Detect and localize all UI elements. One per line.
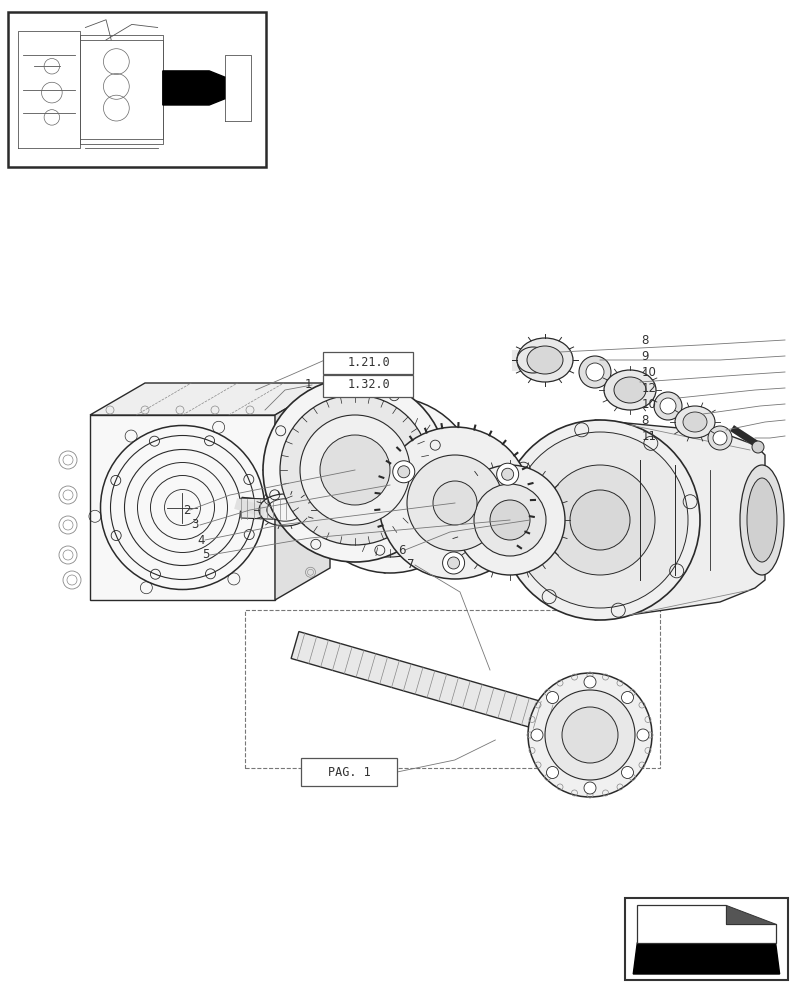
Circle shape — [653, 392, 681, 420]
Circle shape — [501, 468, 513, 480]
Ellipse shape — [603, 370, 655, 410]
Text: 8: 8 — [641, 334, 648, 347]
Ellipse shape — [569, 490, 629, 550]
Text: 4: 4 — [197, 534, 204, 546]
Ellipse shape — [527, 673, 651, 797]
Circle shape — [751, 441, 763, 453]
Circle shape — [659, 398, 676, 414]
Text: PAG. 1: PAG. 1 — [328, 766, 370, 778]
Circle shape — [712, 431, 726, 445]
Ellipse shape — [682, 412, 706, 432]
Polygon shape — [725, 905, 775, 924]
Text: 6: 6 — [398, 544, 406, 556]
Circle shape — [636, 729, 648, 741]
Ellipse shape — [318, 413, 461, 557]
Polygon shape — [275, 383, 329, 600]
Circle shape — [583, 782, 595, 794]
Ellipse shape — [517, 347, 548, 373]
Text: 11: 11 — [641, 430, 655, 442]
Polygon shape — [594, 420, 764, 620]
Ellipse shape — [320, 435, 389, 505]
Text: 10: 10 — [641, 397, 655, 410]
Ellipse shape — [432, 481, 476, 525]
Ellipse shape — [561, 707, 617, 763]
Polygon shape — [633, 943, 779, 974]
Circle shape — [397, 466, 410, 478]
Polygon shape — [637, 905, 775, 943]
Ellipse shape — [263, 378, 446, 562]
Ellipse shape — [474, 484, 545, 556]
Ellipse shape — [454, 465, 564, 575]
Ellipse shape — [299, 415, 410, 525]
Ellipse shape — [489, 500, 530, 540]
Polygon shape — [241, 498, 293, 520]
Ellipse shape — [302, 397, 478, 573]
Circle shape — [546, 692, 558, 704]
Ellipse shape — [526, 346, 562, 374]
FancyBboxPatch shape — [624, 898, 787, 980]
Ellipse shape — [406, 455, 502, 551]
Circle shape — [530, 729, 543, 741]
Circle shape — [393, 461, 414, 483]
Text: 3: 3 — [191, 518, 199, 532]
Ellipse shape — [544, 690, 634, 780]
Circle shape — [578, 356, 610, 388]
Polygon shape — [291, 632, 558, 733]
Circle shape — [583, 676, 595, 688]
Ellipse shape — [674, 406, 714, 438]
Ellipse shape — [544, 465, 654, 575]
Ellipse shape — [517, 338, 573, 382]
Circle shape — [707, 426, 731, 450]
Text: 12: 12 — [641, 381, 655, 394]
Ellipse shape — [746, 478, 776, 562]
Text: 2: 2 — [183, 504, 191, 516]
Text: 1.21.0: 1.21.0 — [347, 356, 389, 368]
FancyBboxPatch shape — [301, 758, 397, 786]
Ellipse shape — [379, 427, 530, 579]
Polygon shape — [162, 71, 225, 105]
Circle shape — [496, 463, 518, 485]
FancyBboxPatch shape — [323, 375, 413, 397]
Circle shape — [620, 766, 633, 778]
Polygon shape — [90, 415, 275, 600]
Text: 1.32.0: 1.32.0 — [347, 378, 389, 391]
FancyBboxPatch shape — [323, 352, 413, 374]
Ellipse shape — [500, 420, 699, 620]
Text: 10: 10 — [641, 365, 655, 378]
Circle shape — [546, 766, 558, 778]
Circle shape — [620, 692, 633, 704]
Circle shape — [586, 363, 603, 381]
Text: 1: 1 — [305, 378, 312, 391]
Ellipse shape — [512, 432, 687, 608]
Text: 9: 9 — [641, 350, 648, 362]
Text: 7: 7 — [406, 558, 414, 572]
Ellipse shape — [280, 395, 430, 545]
Polygon shape — [90, 383, 329, 415]
Ellipse shape — [739, 465, 783, 575]
Circle shape — [442, 552, 464, 574]
FancyBboxPatch shape — [8, 12, 266, 167]
Circle shape — [447, 557, 459, 569]
Ellipse shape — [613, 377, 646, 403]
Text: 8: 8 — [641, 414, 648, 426]
Text: 5: 5 — [202, 548, 209, 562]
